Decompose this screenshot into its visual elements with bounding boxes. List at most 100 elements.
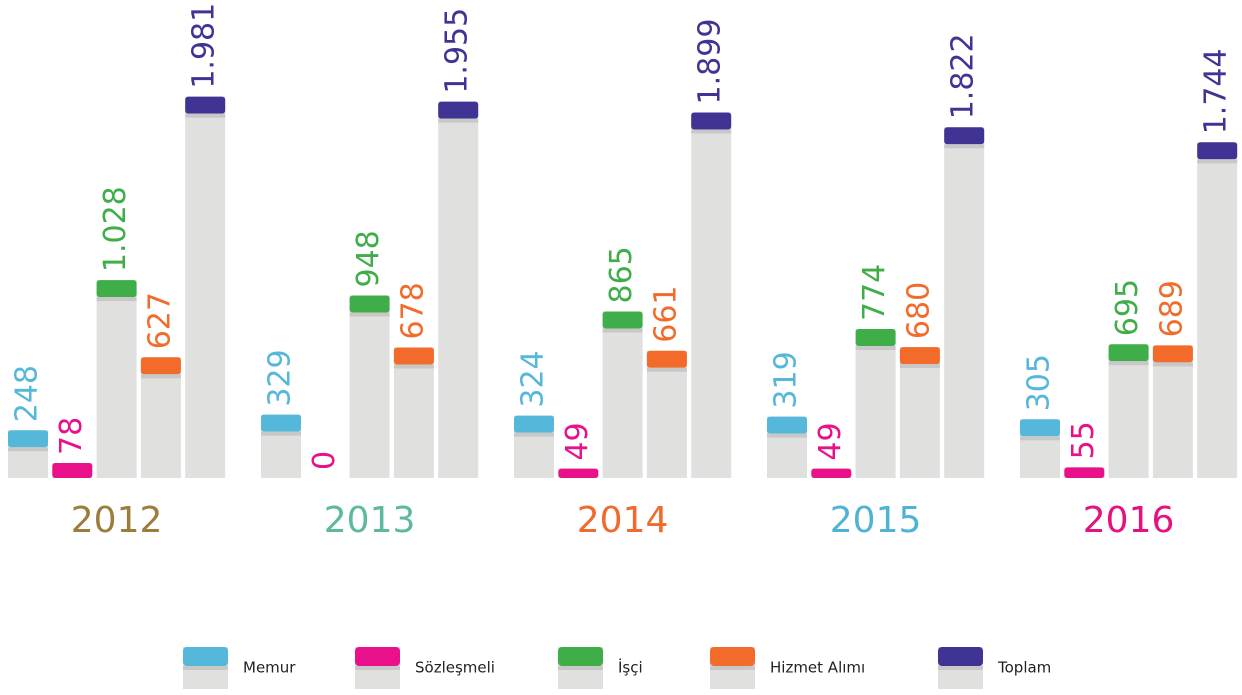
bar-cap <box>8 430 48 448</box>
legend-label: Hizmet Alımı <box>770 659 865 677</box>
value-label: 329 <box>263 349 298 406</box>
value-label: 1.899 <box>693 19 728 105</box>
bar-cap-shadow <box>1197 159 1238 164</box>
bar <box>96 280 137 478</box>
bar <box>393 347 434 478</box>
bar-cap-shadow <box>1108 361 1149 366</box>
bar-cap <box>1152 345 1193 363</box>
value-label: 1.822 <box>946 33 981 119</box>
bar-cap-shadow <box>691 129 732 134</box>
value-label: 248 <box>10 365 45 422</box>
bar-cap-shadow <box>944 144 985 149</box>
bar-cap-shadow <box>393 364 434 369</box>
bar-cap <box>393 347 434 365</box>
legend-label: Toplam <box>997 659 1051 677</box>
bar <box>646 350 687 478</box>
legend-label: Memur <box>243 659 296 677</box>
value-label: 49 <box>560 422 595 460</box>
legend-swatch-shadow <box>558 666 603 670</box>
bar-cap-shadow <box>261 431 301 436</box>
bar-cap-shadow <box>140 374 181 379</box>
bar-cap <box>944 127 985 145</box>
bar-cap <box>646 350 687 368</box>
legend-label: İşçi <box>618 658 643 677</box>
bar <box>185 96 226 478</box>
bar-cap <box>261 414 301 432</box>
bar <box>349 295 390 478</box>
value-label: 661 <box>648 285 683 342</box>
bar-cap <box>1064 467 1105 478</box>
bar-cap <box>602 311 643 329</box>
value-label: 695 <box>1110 279 1145 336</box>
value-label: 1.744 <box>1199 48 1234 134</box>
x-tick-label: 2014 <box>577 500 669 541</box>
value-label: 1.955 <box>440 8 475 94</box>
bar <box>438 101 479 478</box>
legend-swatch-shadow <box>938 666 983 670</box>
x-tick-label: 2015 <box>830 500 922 541</box>
bar <box>899 347 940 478</box>
bar-cap-shadow <box>349 312 390 317</box>
legend-swatch-shadow <box>355 666 400 670</box>
x-tick-label: 2016 <box>1083 500 1175 541</box>
bar-cap-shadow <box>767 433 807 438</box>
legend-swatch <box>355 647 400 666</box>
bar-cap-shadow <box>1152 362 1193 367</box>
legend-swatch <box>558 647 603 666</box>
bar-cap <box>96 280 137 298</box>
bar <box>1108 344 1149 478</box>
bar-cap <box>349 295 390 313</box>
bar-cap-shadow <box>1020 436 1060 441</box>
value-label: 324 <box>516 350 551 407</box>
value-label: 319 <box>769 351 804 408</box>
bar-cap <box>185 96 226 114</box>
bar <box>1197 142 1238 478</box>
bar-cap-shadow <box>855 346 896 351</box>
bar-cap <box>899 347 940 365</box>
value-label: 678 <box>395 282 430 339</box>
bar <box>1152 345 1193 478</box>
bar-cap <box>767 416 807 434</box>
bar-cap-shadow <box>514 432 554 437</box>
legend-swatch-shadow <box>710 666 755 670</box>
value-label: 1.981 <box>187 3 222 89</box>
value-label: 0 <box>307 451 342 470</box>
bar-cap <box>52 462 93 478</box>
value-label: 55 <box>1066 421 1101 459</box>
value-label: 1.028 <box>98 186 133 272</box>
bar <box>855 329 896 478</box>
value-label: 305 <box>1022 354 1057 411</box>
bar-cap <box>1020 419 1060 437</box>
bar <box>691 112 732 478</box>
bar <box>944 127 985 478</box>
legend-swatch <box>710 647 755 666</box>
bar-cap-shadow <box>96 297 137 302</box>
bar-cap-shadow <box>899 364 940 369</box>
legend-label: Sözleşmeli <box>415 659 495 677</box>
bar-cap <box>1197 142 1238 160</box>
bar <box>602 311 643 478</box>
legend-swatch-shadow <box>183 666 228 670</box>
value-label: 865 <box>604 246 639 303</box>
bar-cap-shadow <box>602 328 643 333</box>
bar-cap <box>558 468 599 478</box>
value-label: 948 <box>351 230 386 287</box>
x-tick-label: 2012 <box>71 500 163 541</box>
bar-cap <box>438 101 479 119</box>
bar-cap <box>514 415 554 433</box>
bar-cap-shadow <box>438 118 479 123</box>
bar-cap-shadow <box>185 113 226 118</box>
legend-swatch <box>938 647 983 666</box>
bar-cap-shadow <box>8 447 48 452</box>
value-label: 689 <box>1154 280 1189 337</box>
bar-cap <box>691 112 732 130</box>
bar-cap <box>855 329 896 347</box>
value-label: 49 <box>813 422 848 460</box>
bar-cap <box>1108 344 1149 362</box>
bar-cap-shadow <box>646 367 687 372</box>
value-label: 680 <box>901 282 936 339</box>
bar-cap <box>140 357 181 375</box>
bar-cap <box>811 468 852 478</box>
x-tick-label: 2013 <box>324 500 416 541</box>
